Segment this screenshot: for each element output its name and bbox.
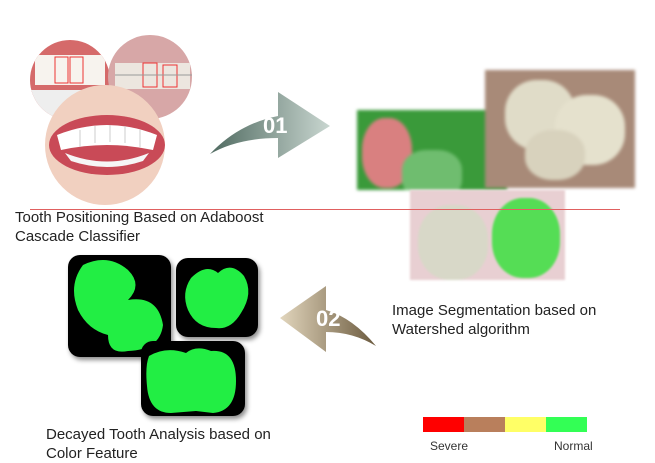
segmentation-image-raw xyxy=(485,70,635,188)
divider-line xyxy=(30,209,620,210)
legend-color-normal xyxy=(546,417,587,432)
step-number-01: 01 xyxy=(263,113,288,138)
step-2-label: Image Segmentation based on Watershed al… xyxy=(392,302,597,338)
legend-color-mild xyxy=(505,417,546,432)
legend-normal-label: Normal xyxy=(554,439,593,453)
analysis-card-1 xyxy=(68,255,171,357)
step-3-label: Decayed Tooth Analysis based on Color Fe… xyxy=(46,426,271,462)
step-1-label: Tooth Positioning Based on Adaboost Casc… xyxy=(15,209,264,245)
step-arrow-01: 01 xyxy=(208,86,332,162)
legend-color-moderate xyxy=(464,417,505,432)
segmentation-image-green xyxy=(357,110,507,190)
analysis-card-2 xyxy=(176,258,258,337)
teeth-photo-3 xyxy=(45,85,165,205)
step-number-02: 02 xyxy=(316,306,341,331)
legend-color-severe xyxy=(423,417,464,432)
step-arrow-02: 02 xyxy=(278,280,378,355)
tooth-positioning-images xyxy=(25,35,205,210)
segmentation-image-result xyxy=(410,190,565,280)
analysis-card-3 xyxy=(141,341,245,416)
legend-severe-label: Severe xyxy=(430,439,469,453)
